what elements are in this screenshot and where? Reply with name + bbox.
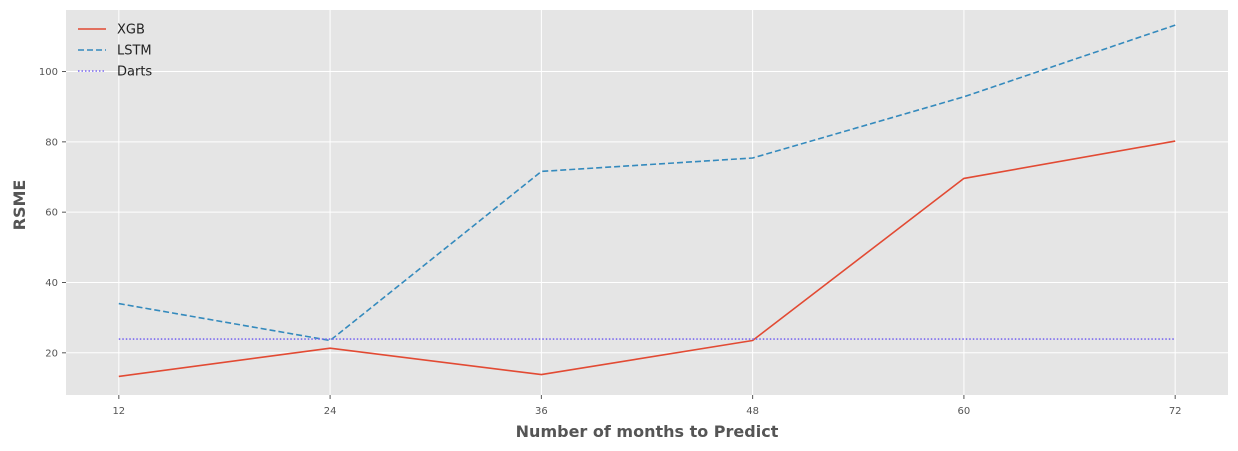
series-lines: [118, 24, 1176, 378]
legend: XGB LSTM Darts: [78, 23, 152, 80]
y-tick-label: 40: [45, 278, 58, 289]
plot-area: [66, 10, 1228, 395]
y-tick-label: 80: [45, 137, 58, 148]
y-tick-label: 20: [45, 348, 58, 359]
series-line-xgb: [118, 140, 1176, 378]
y-axis-ticks: 20 40 60 80 100: [39, 67, 66, 359]
x-tick-label: 60: [958, 406, 971, 417]
x-axis-title: Number of months to Predict: [516, 422, 779, 441]
legend-label: XGB: [117, 23, 145, 38]
legend-label: LSTM: [117, 44, 152, 59]
x-tick-label: 36: [535, 406, 548, 417]
x-axis-ticks: 12 24 36 48 60 72: [112, 395, 1182, 417]
x-tick-label: 72: [1169, 406, 1182, 417]
legend-label: Darts: [117, 65, 152, 80]
x-tick-label: 48: [746, 406, 759, 417]
y-axis-title: RSME: [10, 180, 29, 231]
x-tick-label: 12: [112, 406, 125, 417]
grid-lines: [66, 10, 1228, 395]
x-tick-label: 24: [324, 406, 337, 417]
series-line-lstm: [118, 24, 1176, 342]
y-tick-label: 60: [45, 208, 58, 219]
y-tick-label: 100: [39, 67, 58, 78]
